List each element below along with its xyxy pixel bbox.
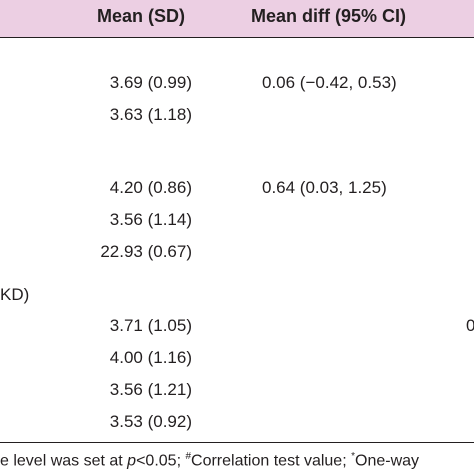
footnote-text: <0.05; — [136, 452, 186, 470]
mean-sd-cell: 3.71 (1.05) — [109, 316, 192, 335]
mean-sd-cell: 4.00 (1.16) — [109, 348, 192, 367]
mean-sd-cell: 3.53 (0.92) — [109, 412, 192, 431]
footnote-text: Correlation test value; — [191, 452, 352, 470]
footnote-p-symbol: p — [127, 452, 137, 470]
footnote-hash-mark: # — [185, 451, 192, 462]
table-footnote: e level was set at p<0.05; #Correlation … — [0, 451, 419, 470]
mean-diff-cell: 0.64 (0.03, 1.25) — [262, 178, 387, 197]
mean-sd-cell: 22.93 (0.67) — [100, 242, 192, 261]
mean-sd-cell: 3.56 (1.21) — [109, 380, 192, 399]
header-rule — [0, 37, 474, 38]
mean-diff-cell: 0.06 (−0.42, 0.53) — [262, 73, 397, 92]
bottom-rule — [0, 442, 474, 443]
mean-sd-cell: 3.69 (0.99) — [109, 73, 192, 92]
mean-sd-cell: 4.20 (0.86) — [109, 178, 192, 197]
mean-sd-column-header: Mean (SD) — [97, 6, 186, 26]
mean-sd-cell: 3.56 (1.14) — [109, 210, 192, 229]
footnote-text: e level was set at — [0, 452, 128, 470]
footnote-star-mark: * — [351, 451, 355, 462]
table-header-band — [0, 0, 474, 37]
cropped-value-fragment: 0 — [466, 316, 474, 335]
section-label-fragment: KD) — [0, 285, 30, 304]
mean-sd-cell: 3.63 (1.18) — [109, 105, 192, 124]
mean-diff-column-header: Mean diff (95% CI) — [251, 6, 407, 26]
footnote-text: One-way — [355, 452, 420, 470]
